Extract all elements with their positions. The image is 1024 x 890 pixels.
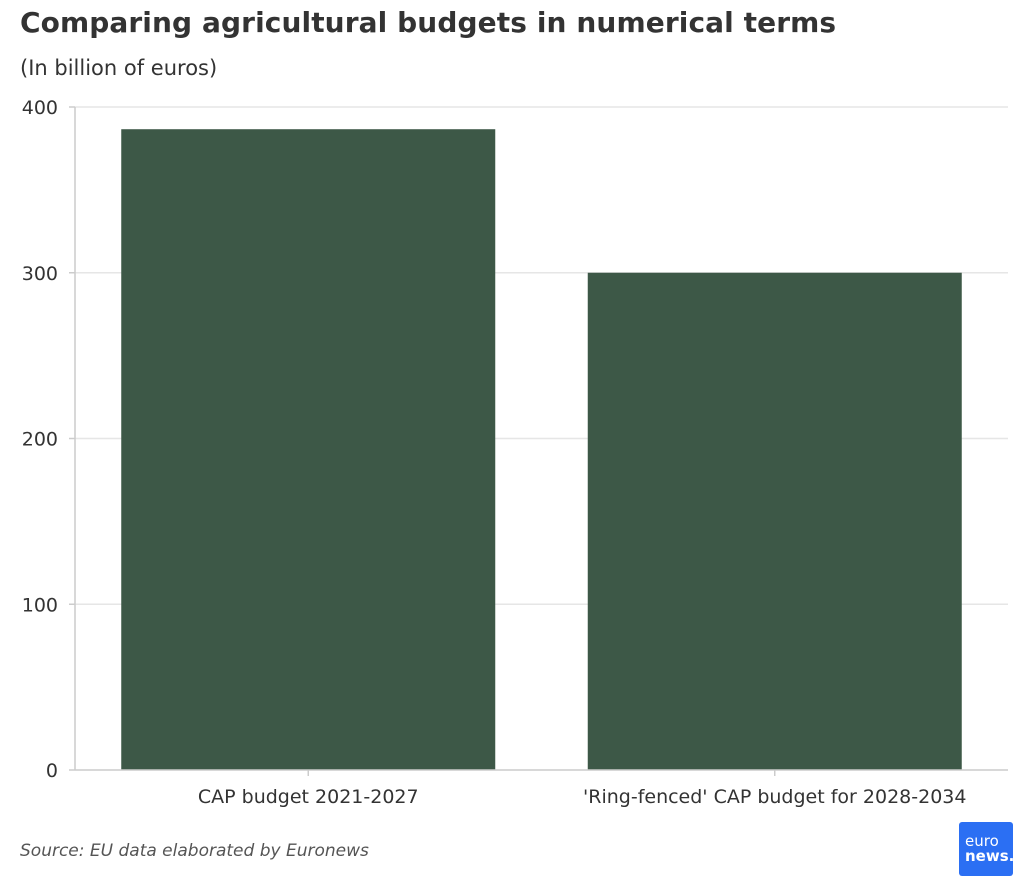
- axes: [69, 106, 1008, 776]
- bar-1: [121, 129, 496, 770]
- y-tick-label: 100: [22, 594, 58, 616]
- source-note: Source: EU data elaborated by Euronews: [20, 841, 369, 861]
- x-tick-label: CAP budget 2021-2027: [198, 786, 419, 808]
- y-tick-label: 0: [46, 760, 58, 782]
- logo-text-line2: news.: [965, 847, 1015, 865]
- chart-title: Comparing agricultural budgets in numeri…: [20, 6, 837, 39]
- y-tick-label: 200: [22, 429, 58, 451]
- euronews-logo: euro news.: [959, 822, 1015, 876]
- y-tick-label: 300: [22, 263, 58, 285]
- bar-2: [587, 272, 962, 770]
- axis-labels: 0 100 200 300 400 CAP budget 2021-2027 'Ring-f…: [22, 97, 967, 808]
- y-tick-label: 400: [22, 97, 58, 119]
- x-tick-label: 'Ring-fenced' CAP budget for 2028-2034: [583, 786, 966, 808]
- bars: [121, 129, 962, 770]
- logo-text-line1: euro: [965, 832, 999, 850]
- chart-subtitle: (In billion of euros): [20, 56, 218, 80]
